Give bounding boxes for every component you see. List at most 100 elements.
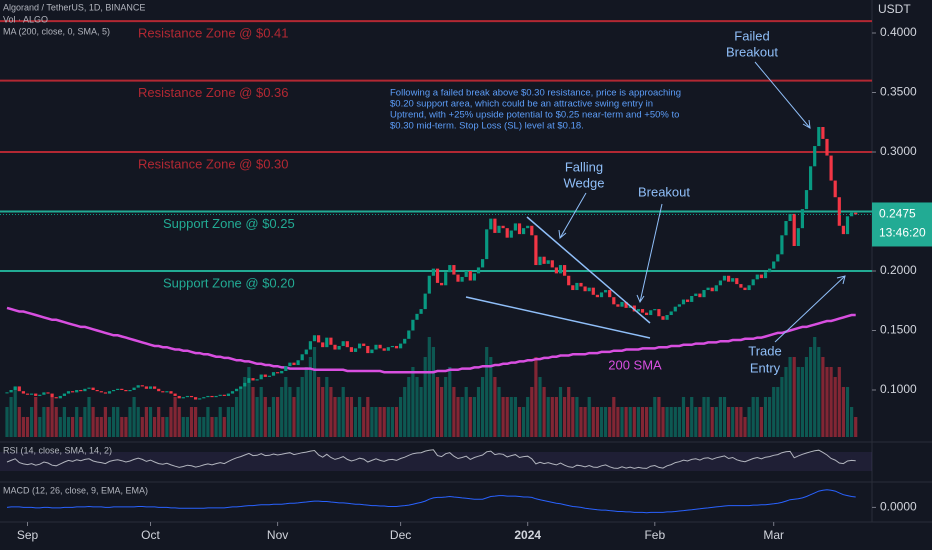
volume-bar: [837, 367, 841, 437]
candle: [653, 309, 657, 311]
volume-bar: [419, 387, 423, 437]
volume-bar: [792, 357, 796, 437]
candle: [591, 287, 595, 295]
candle: [128, 390, 132, 392]
candle: [358, 343, 362, 349]
candle: [394, 345, 399, 349]
volume-bar: [800, 367, 804, 437]
candle: [440, 282, 444, 286]
candle: [247, 378, 251, 383]
volume-bar: [649, 407, 653, 437]
volume-bar: [185, 417, 189, 437]
volume-bar: [276, 397, 280, 437]
axis-unit: USDT: [878, 2, 911, 16]
candle: [317, 335, 321, 343]
candle: [698, 293, 702, 298]
volume-bar: [394, 407, 399, 437]
candle: [509, 230, 513, 238]
candle: [505, 228, 509, 238]
volume-bar: [17, 407, 21, 437]
candle: [333, 344, 337, 350]
candle: [157, 388, 161, 392]
candle: [370, 349, 374, 354]
candle: [148, 386, 153, 389]
annotation: 200 SMA: [608, 357, 662, 372]
volume-bar: [280, 387, 284, 437]
volume-bar: [144, 407, 148, 437]
volume-bar: [686, 407, 690, 437]
volume-bar: [333, 397, 337, 437]
volume-bar: [337, 397, 341, 437]
countdown: 13:46:20: [879, 226, 926, 240]
volume-bar: [694, 407, 698, 437]
candle: [427, 275, 431, 294]
note: $0.20 support area, which could be an at…: [390, 99, 653, 110]
volume-bar: [579, 407, 583, 437]
volume-bar: [288, 387, 292, 437]
volume-bar: [464, 387, 468, 437]
volume-bar: [54, 407, 58, 437]
volume-bar: [431, 347, 435, 437]
volume-bar: [83, 407, 87, 437]
candle: [189, 395, 194, 398]
volume-bar: [571, 397, 575, 437]
zone-label: Resistance Zone @ $0.30: [138, 156, 289, 171]
candle: [472, 273, 476, 281]
volume-bar: [661, 407, 665, 437]
volume-bar: [370, 407, 374, 437]
candle: [13, 386, 17, 390]
candle: [9, 390, 13, 393]
volume-bar: [567, 387, 571, 437]
volume-bar: [38, 417, 42, 437]
candle: [526, 225, 530, 229]
candle: [276, 372, 280, 374]
volume-bar: [284, 377, 288, 437]
candle: [649, 310, 653, 316]
candle: [214, 395, 218, 398]
volume-bar: [505, 397, 509, 437]
candle: [751, 279, 755, 286]
candle: [116, 388, 120, 390]
volume-bar: [739, 407, 743, 437]
candle: [292, 362, 296, 366]
candle: [595, 294, 599, 298]
volume-bar: [362, 407, 366, 437]
volume-bar: [239, 387, 243, 437]
candle: [493, 218, 497, 233]
volume-bar: [374, 407, 378, 437]
candle: [542, 256, 546, 264]
volume-bar: [809, 347, 813, 437]
candle: [280, 370, 284, 374]
volume-bar: [722, 397, 727, 437]
candle: [444, 272, 448, 286]
candle: [735, 278, 739, 285]
candle: [772, 261, 776, 269]
candle: [124, 390, 128, 392]
candle: [669, 311, 673, 316]
arrow: [774, 275, 846, 343]
candle: [419, 309, 423, 314]
rsi-line: [6, 449, 856, 469]
candle: [583, 286, 587, 292]
candle: [833, 180, 837, 198]
x-tick-label: Dec: [390, 528, 411, 542]
volume-bar: [718, 397, 722, 437]
candle: [235, 388, 239, 392]
volume-bar: [157, 407, 161, 437]
zone-label: Support Zone @ $0.20: [163, 275, 295, 290]
candle: [468, 271, 472, 281]
candle: [165, 391, 169, 393]
x-tick-label: Feb: [644, 528, 665, 542]
candle: [194, 397, 198, 400]
wedge-line: [526, 216, 651, 324]
volume-bar: [731, 407, 735, 437]
volume-bar: [743, 417, 747, 437]
volume-bar: [813, 337, 817, 437]
volume-bar: [481, 377, 485, 437]
volume-bar: [690, 397, 694, 437]
candle: [616, 304, 620, 307]
candle: [587, 287, 591, 292]
candle: [763, 272, 768, 279]
y-tick-label: 0.1000: [880, 382, 917, 396]
